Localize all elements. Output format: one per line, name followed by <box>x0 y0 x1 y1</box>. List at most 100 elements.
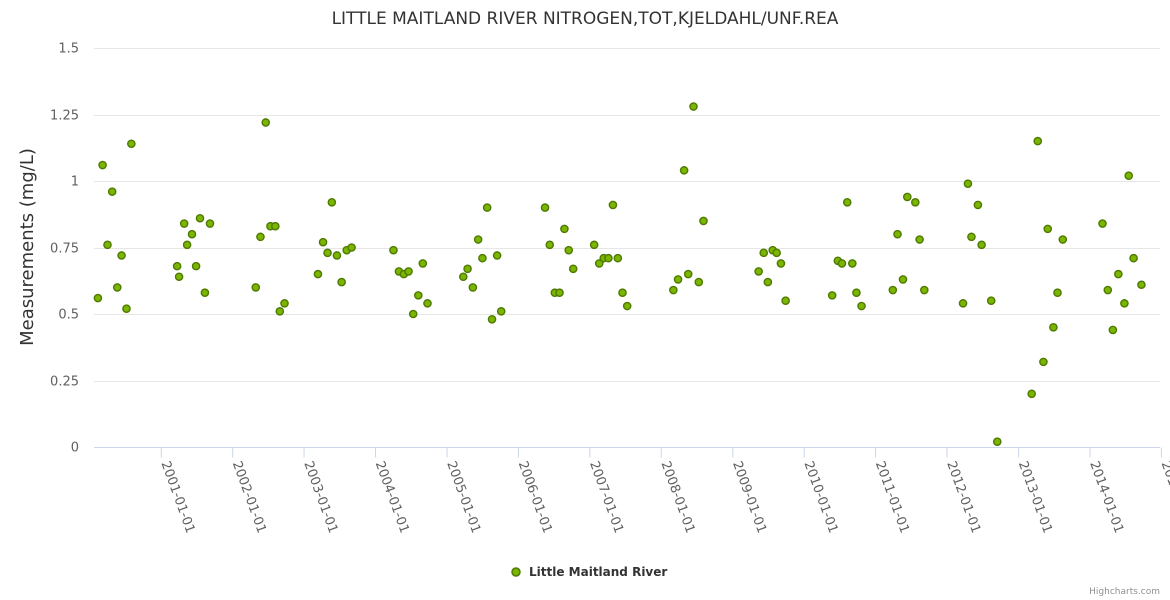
data-point[interactable] <box>423 299 432 308</box>
data-point[interactable] <box>613 253 623 263</box>
data-point[interactable] <box>1124 171 1134 180</box>
data-point[interactable] <box>963 179 973 188</box>
data-point[interactable] <box>669 285 678 295</box>
data-point[interactable] <box>327 197 337 207</box>
data-point[interactable] <box>608 200 618 210</box>
data-point[interactable] <box>911 197 920 207</box>
data-point[interactable] <box>122 304 131 313</box>
data-point[interactable] <box>261 118 271 127</box>
data-point[interactable] <box>103 240 112 250</box>
data-point[interactable] <box>568 264 578 274</box>
data-point[interactable] <box>754 267 763 276</box>
data-point[interactable] <box>413 291 423 300</box>
data-point[interactable] <box>179 219 189 228</box>
data-point[interactable] <box>540 203 550 212</box>
data-point[interactable] <box>323 248 332 258</box>
data-point[interactable] <box>915 235 924 244</box>
data-point[interactable] <box>1108 325 1118 335</box>
data-point[interactable] <box>618 288 627 298</box>
data-point[interactable] <box>1033 136 1043 146</box>
data-point[interactable] <box>1043 224 1053 234</box>
data-point[interactable] <box>127 139 136 149</box>
data-point[interactable] <box>1114 269 1123 279</box>
data-point[interactable] <box>977 240 986 250</box>
data-point[interactable] <box>694 277 704 287</box>
data-point[interactable] <box>463 264 472 274</box>
data-point[interactable] <box>418 259 428 268</box>
data-point[interactable] <box>827 291 837 300</box>
data-point[interactable] <box>251 283 261 292</box>
data-point[interactable] <box>174 272 184 282</box>
data-point[interactable] <box>776 259 786 268</box>
data-point[interactable] <box>98 160 107 170</box>
data-point[interactable] <box>848 259 857 268</box>
data-point[interactable] <box>604 253 613 263</box>
data-point[interactable] <box>1058 235 1068 244</box>
data-point[interactable] <box>689 102 698 111</box>
data-point[interactable] <box>487 315 497 324</box>
data-point[interactable] <box>271 221 280 231</box>
data-point[interactable] <box>1053 288 1062 298</box>
data-point[interactable] <box>673 275 683 284</box>
data-point[interactable] <box>852 288 861 298</box>
data-point[interactable] <box>902 192 912 202</box>
data-point[interactable] <box>555 288 564 298</box>
data-point[interactable] <box>205 219 215 228</box>
legend-item[interactable]: Little Maitland River <box>511 565 667 579</box>
data-point[interactable] <box>920 285 929 295</box>
data-point[interactable] <box>772 248 781 258</box>
data-point[interactable] <box>1120 299 1129 308</box>
data-point[interactable] <box>468 283 478 292</box>
data-point[interactable] <box>318 237 328 247</box>
data-point[interactable] <box>986 296 996 306</box>
data-point[interactable] <box>683 269 693 279</box>
data-point[interactable] <box>967 232 976 242</box>
data-point[interactable] <box>389 245 398 255</box>
data-point[interactable] <box>195 213 205 223</box>
data-point[interactable] <box>1129 253 1138 263</box>
data-point[interactable] <box>172 261 182 271</box>
data-point[interactable] <box>313 269 323 279</box>
data-point[interactable] <box>112 283 122 292</box>
data-point[interactable] <box>699 216 708 226</box>
data-point[interactable] <box>187 229 197 239</box>
data-point[interactable] <box>857 301 866 311</box>
data-point[interactable] <box>893 229 902 239</box>
legend-label[interactable]: Little Maitland River <box>529 565 667 579</box>
data-point[interactable] <box>117 251 126 260</box>
data-point[interactable] <box>837 259 847 268</box>
data-point[interactable] <box>496 307 506 316</box>
data-point[interactable] <box>473 235 483 244</box>
data-point[interactable] <box>1039 357 1048 367</box>
data-point[interactable] <box>560 224 569 234</box>
data-point[interactable] <box>200 288 210 298</box>
data-point[interactable] <box>545 240 555 250</box>
data-point[interactable] <box>888 285 898 295</box>
data-point[interactable] <box>1137 280 1146 290</box>
data-point[interactable] <box>759 248 769 258</box>
data-point[interactable] <box>482 203 492 212</box>
data-point[interactable] <box>589 240 599 250</box>
data-point[interactable] <box>408 309 418 319</box>
data-point[interactable] <box>564 245 574 255</box>
data-point[interactable] <box>679 166 689 175</box>
data-point[interactable] <box>1103 285 1113 295</box>
data-point[interactable] <box>1049 322 1058 332</box>
data-point[interactable] <box>1098 219 1107 228</box>
data-point[interactable] <box>93 293 103 303</box>
data-point[interactable] <box>973 200 983 210</box>
data-point[interactable] <box>182 240 192 250</box>
data-point[interactable] <box>256 232 265 242</box>
data-point[interactable] <box>622 301 632 311</box>
credits-link[interactable]: Highcharts.com <box>1089 587 1160 597</box>
data-point[interactable] <box>1027 389 1036 399</box>
data-point[interactable] <box>347 243 356 252</box>
data-point[interactable] <box>992 437 1002 446</box>
data-point[interactable] <box>478 253 487 263</box>
data-point[interactable] <box>842 197 852 207</box>
data-point[interactable] <box>898 275 908 284</box>
data-point[interactable] <box>337 277 346 287</box>
data-point[interactable] <box>332 251 342 260</box>
data-point[interactable] <box>458 272 468 282</box>
data-point[interactable] <box>191 261 201 271</box>
